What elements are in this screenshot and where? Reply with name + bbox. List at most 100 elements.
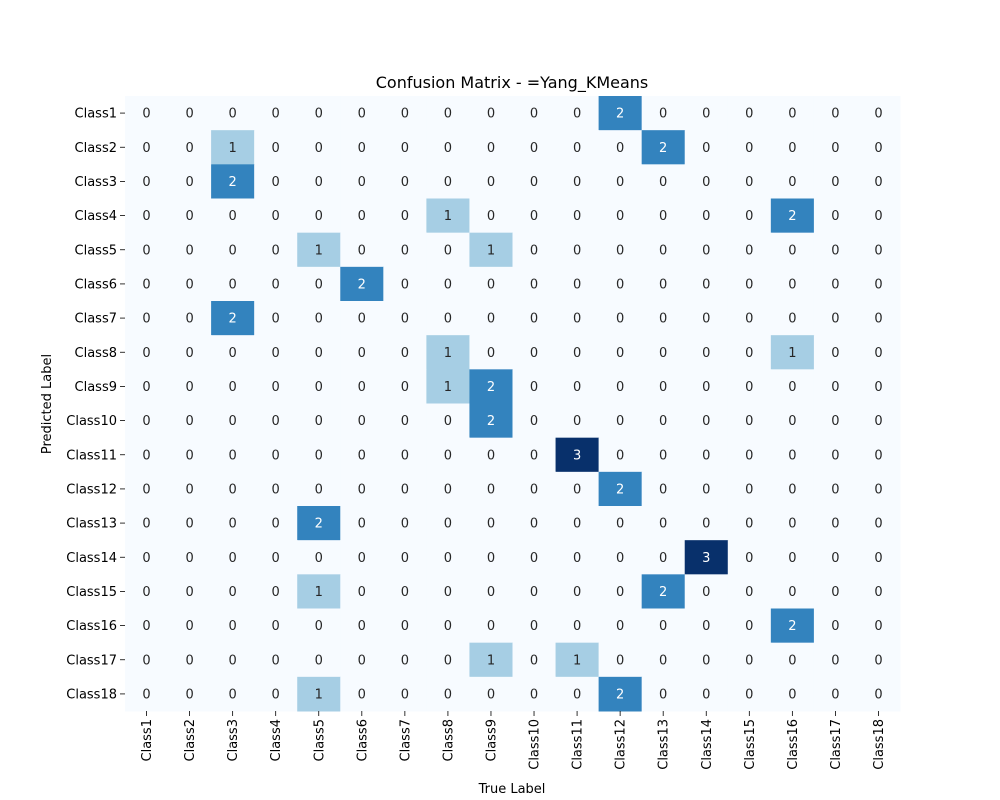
heatmap-cell bbox=[383, 266, 427, 302]
heatmap-cell bbox=[856, 335, 901, 370]
heatmap-cell bbox=[641, 471, 686, 507]
cell-value-label: 0 bbox=[444, 585, 452, 600]
cell-value-label: 0 bbox=[530, 209, 538, 224]
cell-value-label: 0 bbox=[444, 312, 452, 327]
y-tick-label: Class3 bbox=[75, 175, 117, 190]
cell-value-label: 0 bbox=[659, 107, 667, 122]
y-tick-label: Class16 bbox=[66, 619, 117, 634]
cell-value-label: 0 bbox=[358, 107, 366, 122]
heatmap-cell bbox=[684, 198, 729, 234]
heatmap-cell bbox=[512, 642, 557, 678]
heatmap-cell bbox=[598, 198, 643, 234]
heatmap-cell bbox=[340, 608, 384, 644]
heatmap-cell bbox=[512, 232, 557, 268]
heatmap-cell bbox=[254, 506, 298, 541]
cell-value-label: 0 bbox=[573, 380, 581, 395]
cell-value-label: 0 bbox=[530, 414, 538, 429]
heatmap-cell bbox=[684, 130, 729, 165]
heatmap-cell bbox=[168, 403, 212, 439]
heatmap-cell bbox=[770, 676, 815, 712]
cell-value-label: 0 bbox=[659, 482, 667, 497]
heatmap-cell bbox=[168, 335, 212, 370]
heatmap-cell bbox=[383, 642, 427, 678]
heatmap-cell bbox=[555, 164, 600, 199]
cell-value-label: 0 bbox=[530, 141, 538, 156]
cell-value-label: 0 bbox=[874, 653, 882, 668]
cell-value-label: 0 bbox=[142, 243, 150, 258]
cell-value-label: 0 bbox=[401, 141, 409, 156]
heatmap-cell bbox=[813, 574, 858, 609]
cell-value-label: 0 bbox=[702, 312, 710, 327]
heatmap-cell bbox=[813, 369, 858, 404]
cell-value-label: 0 bbox=[702, 448, 710, 463]
cell-value-label: 2 bbox=[788, 619, 796, 634]
cell-value-label: 0 bbox=[444, 175, 452, 190]
heatmap-cell bbox=[383, 676, 427, 712]
cell-value-label: 0 bbox=[702, 482, 710, 497]
heatmap-cell bbox=[297, 403, 341, 439]
cell-value-label: 0 bbox=[142, 517, 150, 532]
heatmap-cell bbox=[512, 608, 557, 644]
heatmap-cell bbox=[426, 130, 470, 165]
cell-value-label: 0 bbox=[573, 243, 581, 258]
cell-value-label: 0 bbox=[745, 107, 753, 122]
heatmap-cell bbox=[555, 437, 600, 473]
cell-value-label: 0 bbox=[616, 551, 624, 566]
heatmap-cell bbox=[641, 676, 686, 712]
cell-value-label: 0 bbox=[401, 346, 409, 361]
heatmap-cell bbox=[297, 642, 341, 678]
heatmap-cell bbox=[512, 540, 557, 575]
heatmap-cell bbox=[512, 96, 557, 131]
cell-value-label: 0 bbox=[401, 312, 409, 327]
cell-value-label: 0 bbox=[228, 448, 236, 463]
cell-value-label: 0 bbox=[874, 482, 882, 497]
cell-value-label: 0 bbox=[315, 209, 323, 224]
cell-value-label: 2 bbox=[315, 517, 323, 532]
cell-value-label: 0 bbox=[573, 517, 581, 532]
cell-value-label: 0 bbox=[831, 346, 839, 361]
x-tick-label: Class10 bbox=[528, 719, 543, 770]
heatmap-cell bbox=[727, 608, 772, 644]
x-tick-label: Class2 bbox=[183, 719, 198, 761]
heatmap-cell bbox=[813, 198, 858, 234]
heatmap-cell bbox=[168, 130, 212, 165]
cell-value-label: 0 bbox=[272, 107, 280, 122]
cell-value-label: 2 bbox=[487, 380, 495, 395]
cell-value-label: 0 bbox=[358, 687, 366, 702]
cell-value-label: 0 bbox=[616, 585, 624, 600]
cell-value-label: 0 bbox=[874, 346, 882, 361]
cell-value-label: 0 bbox=[272, 687, 280, 702]
cell-value-label: 0 bbox=[788, 175, 796, 190]
heatmap-cell bbox=[598, 130, 643, 165]
cell-value-label: 0 bbox=[702, 175, 710, 190]
heatmap-cell bbox=[168, 608, 212, 644]
heatmap-cell bbox=[684, 540, 729, 575]
heatmap-cell bbox=[555, 471, 600, 507]
cell-value-label: 0 bbox=[487, 619, 495, 634]
heatmap-cell bbox=[727, 369, 772, 404]
cell-value-label: 0 bbox=[616, 414, 624, 429]
cell-annotations: 0 0 0 0 0 0 0 0 0 0 0 2 0 0 0 0 0 0 0 0 1 0 0 0 0 0 0 0 0 0 2 0 0 0 0 0 0 0 2 0… bbox=[142, 107, 882, 703]
heatmap-cell bbox=[813, 96, 858, 131]
cell-value-label: 0 bbox=[874, 380, 882, 395]
cell-value-label: 0 bbox=[358, 585, 366, 600]
heatmap-cell bbox=[211, 369, 255, 404]
heatmap-cell bbox=[770, 232, 815, 268]
cell-value-label: 0 bbox=[142, 107, 150, 122]
heatmap-cell bbox=[512, 676, 557, 712]
cell-value-label: 0 bbox=[228, 107, 236, 122]
cell-value-label: 0 bbox=[315, 141, 323, 156]
cell-value-label: 0 bbox=[659, 517, 667, 532]
cell-value-label: 0 bbox=[659, 619, 667, 634]
heatmap-cell bbox=[727, 506, 772, 541]
heatmap-cell bbox=[641, 608, 686, 644]
heatmap-cell bbox=[426, 608, 470, 644]
heatmap-cell bbox=[598, 642, 643, 678]
heatmap-cell bbox=[211, 676, 255, 712]
cell-value-label: 0 bbox=[358, 482, 366, 497]
heatmap-cell bbox=[813, 437, 858, 473]
cell-value-label: 0 bbox=[487, 448, 495, 463]
heatmap-cell bbox=[598, 301, 643, 336]
cell-value-label: 0 bbox=[874, 243, 882, 258]
